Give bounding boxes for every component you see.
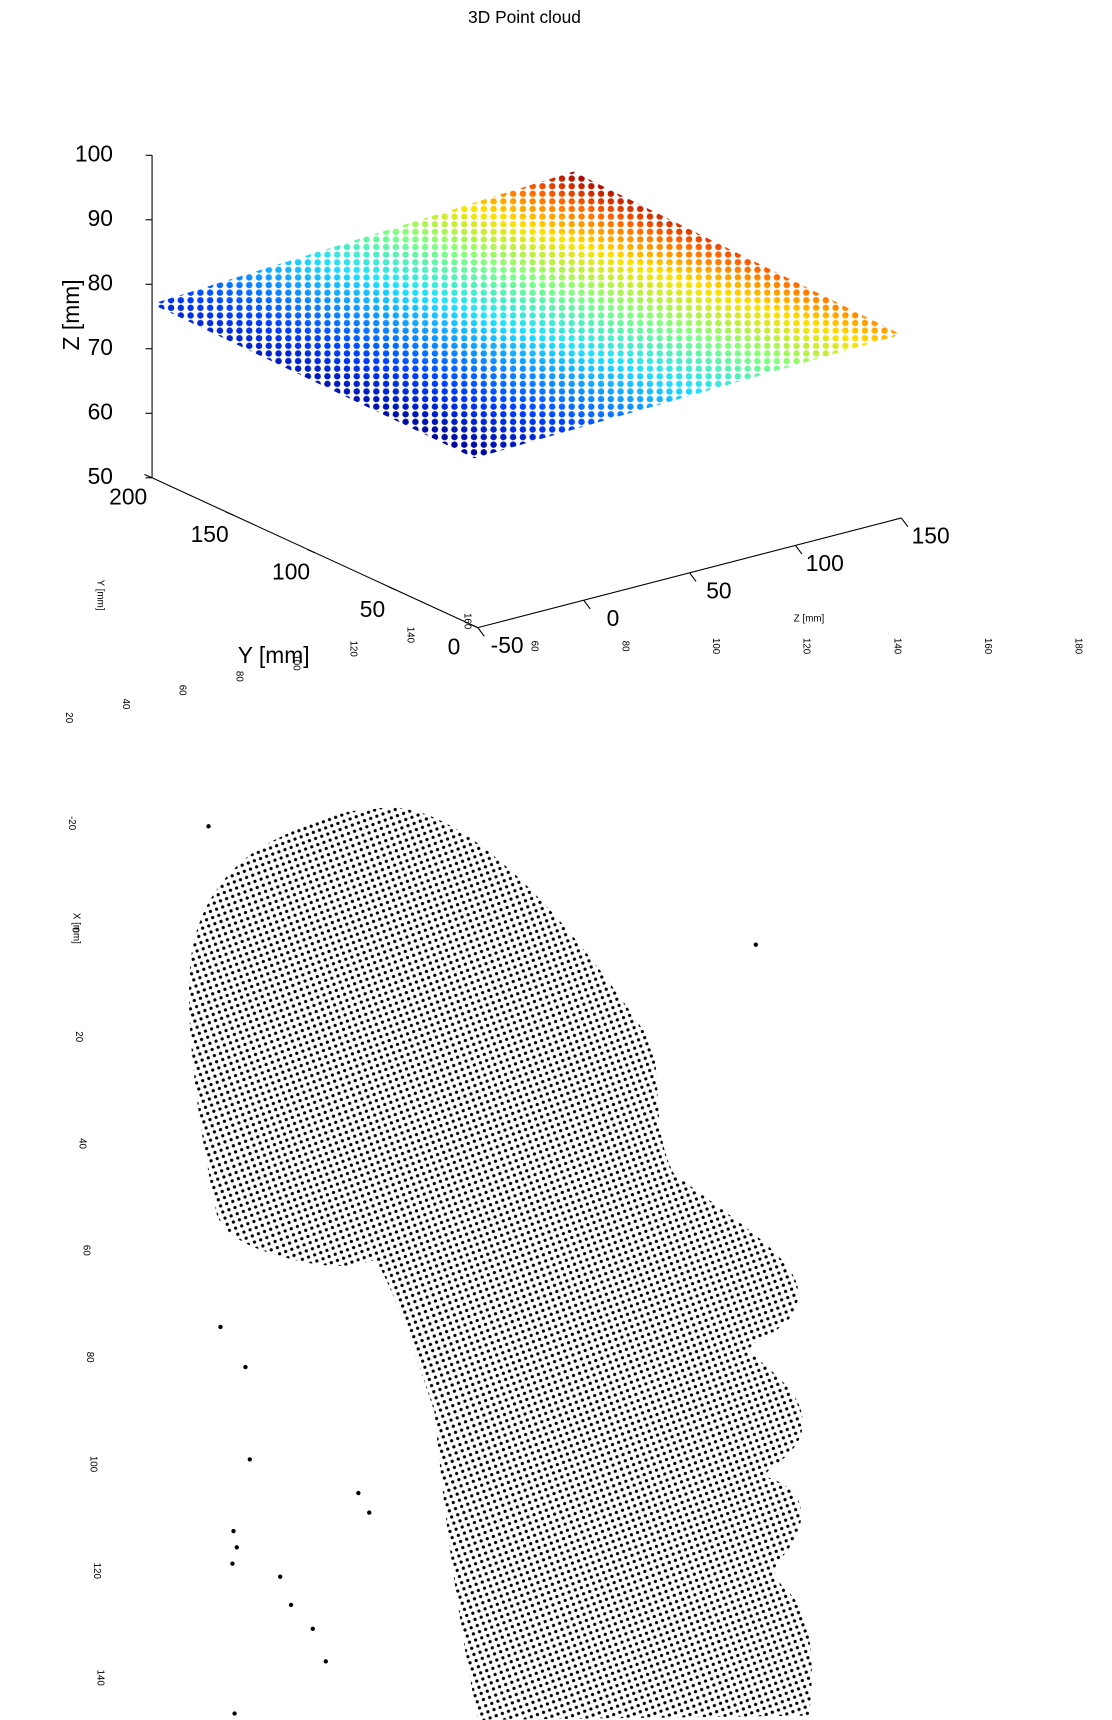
tick-mark [795,545,802,554]
tick-label: 180 [1073,638,1084,655]
tick-label: 100 [710,638,721,655]
tick-label: 200 [109,483,147,509]
tick-label: 100 [272,558,310,584]
tick-label: 150 [912,523,950,549]
tick-label: 120 [348,641,359,658]
tick-label: 140 [404,627,415,644]
tick-label: 160 [461,613,472,630]
tick-label: 80 [234,671,245,682]
tick-label: 0 [70,927,81,933]
tick-label: -50 [491,632,524,658]
tick-label: 50 [706,577,731,603]
tick-label: 150 [191,521,229,547]
z-axis-label-2: Z [mm] [794,614,825,625]
tick-label: 40 [77,1138,88,1149]
tick-label: 0 [607,605,620,631]
tick-label: 140 [891,638,902,655]
tick-mark [226,512,234,515]
z-axis-label: Z [mm] [58,279,84,350]
tick-label: 60 [80,1245,91,1256]
tick-label: 80 [84,1352,95,1363]
tick-mark [690,573,697,582]
tick-label: 0 [448,633,461,659]
tick-label: 60 [529,641,540,652]
tick-label: 20 [63,712,74,723]
tick-label: 100 [806,550,844,576]
tick-label: -20 [66,816,77,831]
tick-label: 100 [291,654,302,671]
tick-label: 60 [88,398,113,424]
tick-label: 140 [94,1670,105,1687]
tick-mark [901,518,908,527]
tick-label: 100 [75,140,113,166]
tick-label: 70 [88,334,113,360]
tick-mark [307,549,315,552]
tick-label: 60 [177,685,188,696]
tick-mark [389,587,397,590]
face-point-cloud [189,807,812,1720]
tick-label: 160 [982,638,993,655]
figure: 3D Point cloud Z [mm] Y [mm] Y [mm] Z [m… [0,0,1112,1720]
tick-label: 120 [91,1563,102,1580]
chart-title: 3D Point cloud [468,7,581,27]
tick-mark [478,628,485,637]
tick-label: 120 [801,638,812,655]
tick-label: 100 [87,1456,98,1473]
tick-label: 80 [88,269,113,295]
y-axis-label-2: Y [mm] [94,580,105,611]
tick-label: 90 [88,205,113,231]
tick-label: 80 [619,641,630,652]
tick-mark [584,600,591,609]
tick-label: 20 [73,1031,84,1042]
tick-label: 40 [120,699,131,710]
point-cloud-plane [141,163,912,467]
tick-label: 50 [360,596,385,622]
